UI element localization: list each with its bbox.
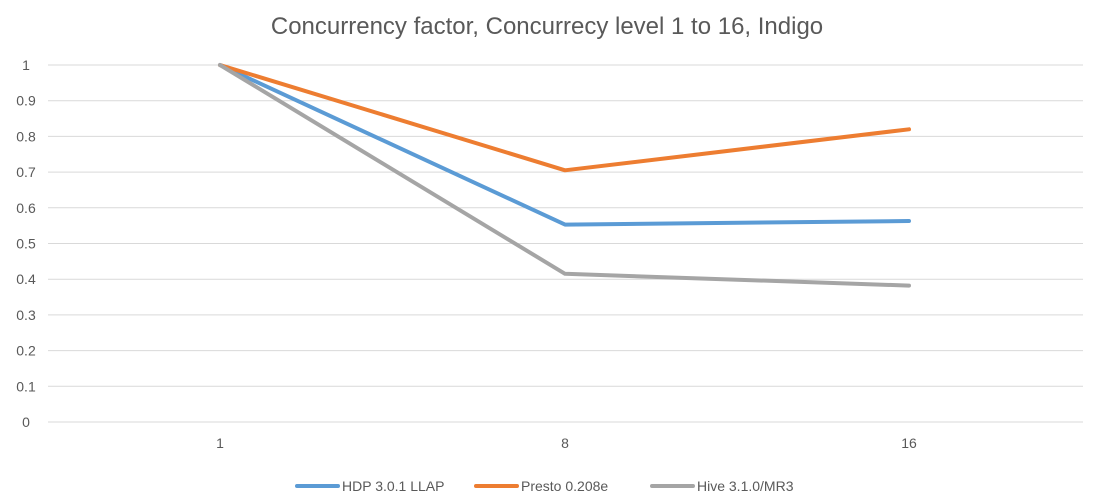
gridlines (48, 64, 1083, 423)
legend-label: Presto 0.208e (521, 478, 608, 494)
y-tick-label: 0.6 (16, 200, 36, 216)
y-tick-label: 0.8 (16, 128, 36, 144)
y-tick-label: 0 (22, 414, 30, 430)
y-tick-label: 0.2 (16, 343, 36, 359)
x-axis-ticks: 1 8 16 (216, 435, 917, 451)
y-tick-label: 0.5 (16, 236, 36, 252)
legend-item: Hive 3.1.0/MR3 (650, 478, 794, 494)
chart-title: Concurrency factor, Concurrecy level 1 t… (271, 13, 823, 40)
legend-label: Hive 3.1.0/MR3 (697, 478, 794, 494)
y-tick-label: 0.1 (16, 378, 36, 394)
y-tick-label: 0.7 (16, 164, 36, 180)
legend-item: Presto 0.208e (474, 478, 608, 494)
series-lines (218, 63, 911, 288)
legend: HDP 3.0.1 LLAP Presto 0.208e Hive 3.1.0/MR… (295, 478, 794, 494)
y-tick-label: 0.9 (16, 93, 36, 109)
y-tick-label: 1 (22, 57, 30, 73)
series-line-1 (218, 63, 911, 227)
legend-item: HDP 3.0.1 LLAP (295, 478, 444, 494)
y-tick-label: 0.3 (16, 307, 36, 323)
legend-label: HDP 3.0.1 LLAP (342, 478, 444, 494)
x-tick-label: 16 (901, 435, 917, 451)
series-line-2 (218, 63, 911, 173)
x-tick-label: 1 (216, 435, 224, 451)
y-tick-label: 0.4 (16, 271, 36, 287)
y-axis-ticks: 0 0.1 0.2 0.3 0.4 0.5 0.6 0.7 0.8 0.9 1 (16, 57, 36, 430)
x-tick-label: 8 (561, 435, 569, 451)
